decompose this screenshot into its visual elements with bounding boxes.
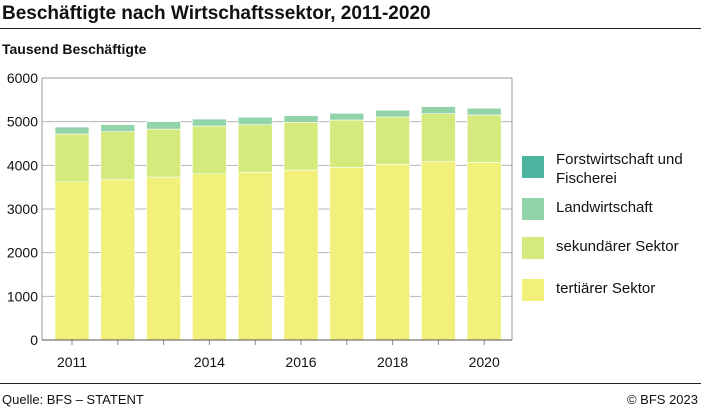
bar-segment [192,125,227,175]
chart-title: Beschäftigte nach Wirtschaftssektor, 201… [2,3,431,24]
x-tick-label: 2020 [469,354,500,370]
y-tick-label: 3000 [7,201,38,217]
legend-label-line: sekundärer Sektor [556,238,679,255]
bar-segment [54,181,90,341]
legend-label-line: tertiärer Sektor [556,280,656,297]
bar-segment [237,116,273,125]
y-tick-label: 1000 [7,288,38,304]
bar-segment [466,107,502,116]
legend-label-line: Landwirtschaft [556,199,653,216]
y-tick-label: 4000 [7,157,38,173]
legend-label: tertiärer Sektor [556,279,655,298]
legend-label: Forstwirtschaft und Fischerei [556,150,683,188]
legend-item: tertiärer Sektor [522,279,655,301]
bar-segment [100,124,136,133]
x-tick-label: 2014 [194,354,225,370]
y-tick-label: 2000 [7,245,38,261]
bar-segment [283,115,319,123]
x-tick-label: 2016 [285,354,316,370]
legend-swatch [522,198,544,220]
bar-segment [375,109,410,118]
legend-label-line: Forstwirtschaft und [556,151,683,168]
source-note: Quelle: BFS – STATENT [2,392,144,407]
title-rule [0,28,701,29]
bar-segment [375,116,410,165]
legend-swatch [522,156,544,178]
bar-segment [100,131,136,181]
bar-segment [283,122,319,171]
x-tick-label: 2011 [57,354,87,370]
y-axis-label: Tausend Beschäftigte [2,41,147,57]
bar-segment [146,128,181,178]
bar-segment [146,121,181,130]
bar-segment [54,133,90,183]
y-tick-label: 0 [30,332,38,348]
bar-segment [421,106,456,114]
footer-rule [0,383,701,384]
legend-label-line: Fischerei [556,170,617,187]
legend-item: Forstwirtschaft und Fischerei [522,151,683,188]
legend-item: sekundärer Sektor [522,237,679,259]
legend-swatch [522,237,544,259]
bar-segment [237,124,273,173]
bar-segment [329,119,365,168]
bar-segment [375,164,410,341]
bar-segment [237,172,273,341]
y-tick-label: 6000 [7,70,38,86]
bar-segment [146,176,181,341]
bar-segment [100,179,136,341]
bar-segment [421,161,456,341]
bar-segment [466,162,502,341]
x-tick-label: 2018 [377,354,408,370]
bar-segment [329,112,365,121]
bar-segment [466,114,502,163]
bar-segment [192,173,227,341]
bar-segment [329,167,365,341]
y-tick-label: 5000 [7,114,38,130]
bar-segment [192,118,227,127]
legend-item: Landwirtschaft [522,198,653,220]
legend-swatch [522,279,544,301]
bar-segment [54,126,90,135]
bar-segment [421,113,456,162]
legend-label: Landwirtschaft [556,198,653,217]
bar-segment [283,169,319,341]
copyright: © BFS 2023 [626,392,698,407]
legend-label: sekundärer Sektor [556,237,679,256]
